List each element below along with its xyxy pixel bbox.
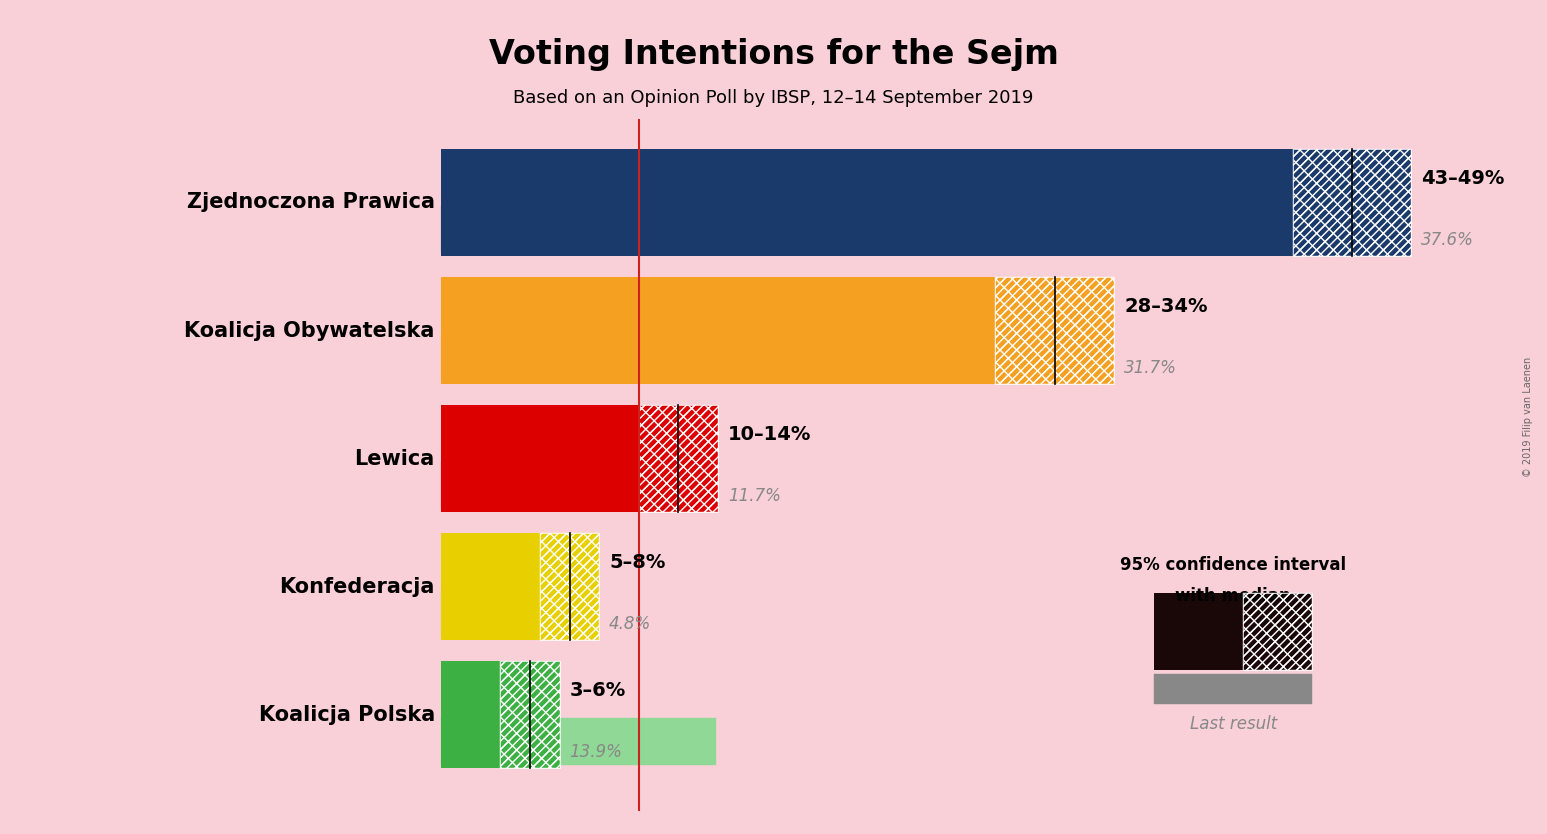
Bar [441,334,1069,380]
Text: Konfederacja: Konfederacja [280,576,435,596]
Bar [500,661,560,768]
Bar [995,277,1114,384]
Text: 95% confidence interval: 95% confidence interval [1120,555,1346,574]
Bar [540,533,599,641]
Text: 28–34%: 28–34% [1125,297,1208,316]
Bar [441,404,639,512]
Bar [441,590,535,636]
Bar [500,661,560,768]
Text: © 2019 Filip van Laenen: © 2019 Filip van Laenen [1524,357,1533,477]
Bar [441,206,1185,253]
Bar [1244,593,1312,670]
Bar [441,590,535,636]
Bar [1293,148,1411,256]
Text: 11.7%: 11.7% [729,487,781,505]
Bar [995,277,1114,384]
Bar [441,277,995,384]
Bar [441,533,540,641]
Text: Koalicja Polska: Koalicja Polska [258,705,435,725]
Text: 13.9%: 13.9% [569,743,622,761]
Text: with median: with median [1176,586,1290,605]
Bar [1244,593,1312,670]
Bar [639,404,718,512]
Text: 5–8%: 5–8% [610,553,665,572]
Bar [1154,593,1244,670]
Bar [441,462,673,509]
Text: Last result: Last result [1190,715,1276,732]
Text: 31.7%: 31.7% [1125,359,1177,377]
Bar [1293,148,1411,256]
Text: 4.8%: 4.8% [610,615,651,633]
Text: 37.6%: 37.6% [1422,231,1474,249]
Text: Zjednoczona Prawica: Zjednoczona Prawica [187,193,435,213]
Bar [441,718,716,765]
Bar [639,404,718,512]
Text: Lewica: Lewica [354,449,435,469]
Bar [540,533,599,641]
Bar [441,206,1185,253]
Bar [500,661,560,768]
Bar [540,533,599,641]
Bar [1154,674,1312,705]
Text: 3–6%: 3–6% [569,681,627,700]
Text: Based on an Opinion Poll by IBSP, 12–14 September 2019: Based on an Opinion Poll by IBSP, 12–14 … [514,88,1033,107]
Bar [441,462,673,509]
Bar [441,334,1069,380]
Bar [441,148,1293,256]
Bar [1244,593,1312,670]
Bar [995,277,1114,384]
Text: 10–14%: 10–14% [729,425,811,444]
Text: 43–49%: 43–49% [1422,168,1505,188]
Bar [1154,674,1312,705]
Text: Voting Intentions for the Sejm: Voting Intentions for the Sejm [489,38,1058,71]
Bar [639,404,718,512]
Bar [441,661,500,768]
Bar [441,718,716,765]
Bar [1293,148,1411,256]
Text: Koalicja Obywatelska: Koalicja Obywatelska [184,320,435,340]
